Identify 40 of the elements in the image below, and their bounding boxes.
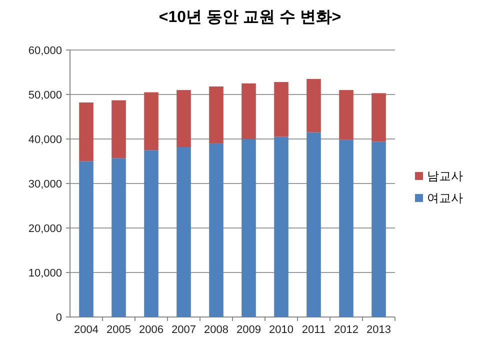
bar <box>372 142 386 317</box>
x-tick-label: 2006 <box>139 324 164 336</box>
bar <box>339 90 354 140</box>
bar <box>112 158 126 317</box>
bar <box>209 143 224 317</box>
bar <box>242 139 256 317</box>
bar <box>242 83 256 139</box>
bar <box>306 132 321 317</box>
chart-title: <10년 동안 교원 수 변화> <box>158 9 342 26</box>
y-tick-label: 40,000 <box>28 134 62 146</box>
bar <box>306 78 321 132</box>
x-tick-label: 2011 <box>302 324 326 336</box>
bar <box>176 90 191 148</box>
y-tick-label: 10,000 <box>28 268 62 280</box>
bar <box>209 86 224 144</box>
x-tick-label: 2008 <box>204 324 228 336</box>
bar <box>144 92 158 150</box>
x-tick-label: 2012 <box>334 324 358 336</box>
x-tick-label: 2009 <box>236 324 261 336</box>
x-tick-label: 2005 <box>106 324 131 336</box>
x-tick-label: 2013 <box>366 324 391 336</box>
legend-label: 여교사 <box>427 191 463 205</box>
bar <box>79 102 94 162</box>
y-tick-label: 50,000 <box>28 90 62 102</box>
bar <box>79 161 94 317</box>
legend-label: 남교사 <box>427 169 463 183</box>
bar <box>112 100 126 158</box>
y-tick-label: 0 <box>56 312 62 324</box>
y-tick-label: 20,000 <box>28 223 62 235</box>
x-tick-label: 2004 <box>74 324 98 336</box>
x-tick-label: 2010 <box>269 324 294 336</box>
y-tick-label: 60,000 <box>28 45 62 57</box>
bar <box>372 93 386 142</box>
y-tick-label: 30,000 <box>28 178 62 190</box>
bar <box>176 147 191 317</box>
bar <box>274 82 288 137</box>
bar <box>144 150 158 317</box>
bar <box>339 140 354 317</box>
bar <box>274 136 288 317</box>
x-tick-label: 2007 <box>172 324 196 336</box>
